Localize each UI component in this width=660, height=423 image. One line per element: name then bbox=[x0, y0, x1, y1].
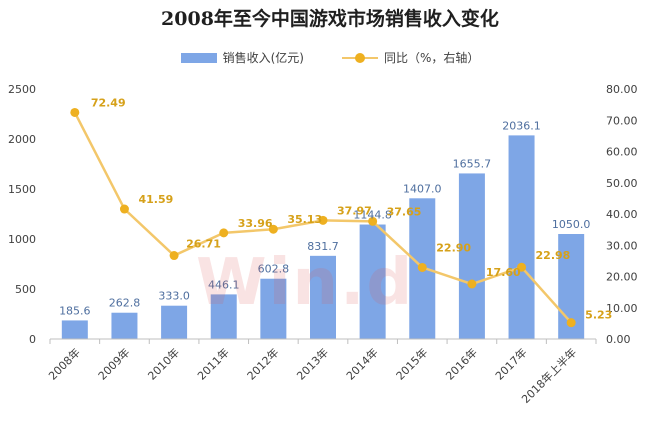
bar-value-label: 446.1 bbox=[208, 278, 240, 291]
line-value-label: 35.13 bbox=[287, 213, 322, 226]
line-value-label: 41.59 bbox=[138, 193, 173, 206]
bar-value-label: 185.6 bbox=[59, 304, 91, 317]
y-right-tick-label: 40.00 bbox=[606, 208, 638, 221]
x-category-label: 2012年 bbox=[244, 345, 281, 382]
line-point bbox=[467, 279, 477, 289]
bar-value-label: 1050.0 bbox=[552, 218, 591, 231]
legend-item-yoy: 同比（%，右轴） bbox=[341, 49, 480, 66]
x-category-label: 2017年 bbox=[492, 345, 529, 382]
legend: 销售收入(亿元) 同比（%，右轴） bbox=[0, 49, 660, 66]
x-category-label: 2016年 bbox=[443, 345, 480, 382]
bar-value-label: 2036.1 bbox=[502, 119, 541, 132]
y-right-tick-label: 20.00 bbox=[606, 271, 638, 284]
y-left-tick-label: 1000 bbox=[8, 233, 36, 246]
y-right-tick-label: 80.00 bbox=[606, 83, 638, 96]
legend-label-yoy: 同比（%，右轴） bbox=[383, 51, 480, 65]
legend-line-swatch bbox=[341, 52, 378, 63]
x-category-label: 2009年 bbox=[95, 345, 132, 382]
bar bbox=[210, 294, 237, 339]
line-value-label: 26.71 bbox=[186, 238, 221, 251]
legend-item-sales: 销售收入(亿元) bbox=[180, 49, 304, 66]
bar bbox=[260, 278, 287, 339]
bar bbox=[508, 135, 535, 339]
line-point bbox=[517, 262, 527, 272]
bar-value-label: 1407.0 bbox=[403, 182, 442, 195]
y-left-tick-label: 0 bbox=[29, 333, 36, 346]
bar bbox=[359, 224, 386, 339]
y-left-tick-label: 1500 bbox=[8, 183, 36, 196]
y-right-tick-label: 10.00 bbox=[606, 302, 638, 315]
y-right-tick-label: 0.00 bbox=[606, 333, 631, 346]
bar-value-label: 262.8 bbox=[109, 297, 141, 310]
chart-title: 2008年至今中国游戏市场销售收入变化 bbox=[161, 8, 499, 30]
legend-bar-swatch bbox=[180, 52, 217, 63]
line-point bbox=[219, 228, 229, 238]
y-right-tick-label: 60.00 bbox=[606, 146, 638, 159]
line-point bbox=[318, 215, 328, 225]
line-value-label: 5.23 bbox=[585, 309, 612, 322]
bar-value-label: 1655.7 bbox=[453, 157, 492, 170]
x-category-label: 2010年 bbox=[145, 345, 182, 382]
line-value-label: 17.60 bbox=[486, 266, 521, 279]
bar-value-label: 602.8 bbox=[258, 263, 290, 276]
legend-label-sales: 销售收入(亿元) bbox=[222, 51, 304, 65]
y-right-tick-label: 50.00 bbox=[606, 177, 638, 190]
line-point bbox=[268, 224, 278, 234]
bar-value-label: 1144.8 bbox=[353, 209, 392, 222]
line-value-label: 22.98 bbox=[536, 249, 571, 262]
line-point bbox=[119, 204, 129, 214]
y-left-tick-label: 2000 bbox=[8, 133, 36, 146]
bar bbox=[61, 320, 88, 339]
line-value-label: 22.90 bbox=[436, 241, 471, 254]
bar bbox=[161, 305, 188, 339]
line-point bbox=[368, 216, 378, 226]
line-value-label: 33.96 bbox=[238, 217, 273, 230]
x-category-label: 2011年 bbox=[194, 345, 231, 382]
x-category-label: 2008年 bbox=[45, 345, 82, 382]
y-left-tick-label: 2500 bbox=[8, 83, 36, 96]
bar bbox=[310, 255, 336, 339]
x-category-label: 2013年 bbox=[294, 345, 331, 382]
line-point bbox=[70, 107, 80, 117]
x-category-label: 2014年 bbox=[343, 345, 380, 382]
line-value-label: 37.65 bbox=[387, 205, 422, 218]
y-left-tick-label: 500 bbox=[15, 283, 36, 296]
x-category-label: 2015年 bbox=[393, 345, 430, 382]
y-right-tick-label: 30.00 bbox=[606, 239, 638, 252]
watermark: Win.d bbox=[196, 246, 415, 320]
bar-value-label: 333.0 bbox=[158, 290, 190, 303]
bar-value-label: 831.7 bbox=[307, 240, 339, 253]
bar bbox=[458, 173, 485, 339]
line-point bbox=[566, 318, 576, 328]
line-point bbox=[169, 251, 179, 261]
line-point bbox=[417, 262, 427, 272]
line-value-label: 72.49 bbox=[91, 96, 126, 109]
line-value-label: 37.97 bbox=[337, 204, 372, 217]
bar bbox=[111, 312, 138, 339]
y-right-tick-label: 70.00 bbox=[606, 114, 638, 127]
